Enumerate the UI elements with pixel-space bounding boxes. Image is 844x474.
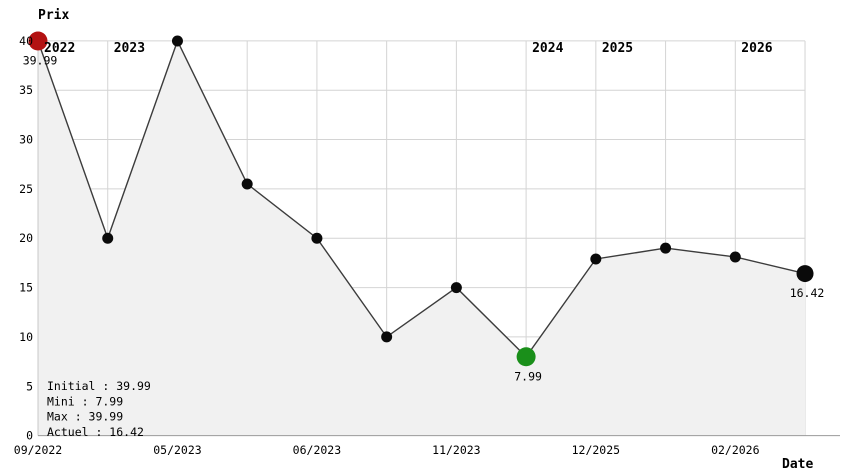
point-value-label: 7.99 [514, 369, 542, 383]
data-point [311, 232, 323, 244]
data-point [450, 282, 462, 294]
data-point [729, 251, 741, 263]
data-point [171, 35, 183, 47]
x-tick-label: 12/2025 [572, 443, 620, 457]
x-tick-label: 06/2023 [293, 443, 342, 457]
data-point-min [516, 347, 536, 367]
y-tick-label: 0 [26, 429, 33, 443]
x-axis-title: Date [782, 457, 813, 472]
data-point [381, 331, 393, 343]
year-label: 2026 [741, 41, 772, 56]
year-label: 2024 [532, 41, 563, 56]
y-tick-label: 35 [19, 83, 33, 97]
year-label: 2023 [114, 41, 145, 56]
data-point [660, 242, 672, 254]
axis-layer [37, 40, 840, 437]
data-point-initial [28, 31, 48, 51]
year-label: 2025 [602, 41, 633, 56]
y-axis-title: Prix [38, 8, 69, 23]
data-point-current [796, 265, 814, 283]
legend-item: Max : 39.99 [47, 410, 123, 424]
data-point [590, 253, 602, 265]
price-line [37, 39, 806, 358]
area-layer [38, 40, 806, 436]
legend-item: Actuel : 16.42 [47, 425, 144, 439]
y-tick-label: 25 [19, 182, 33, 196]
y-tick-label: 30 [19, 133, 33, 147]
series-layer [28, 31, 814, 367]
x-tick-label: 05/2023 [153, 443, 202, 457]
y-tick-label: 40 [19, 34, 33, 48]
data-point [241, 178, 253, 190]
point-value-label: 16.42 [790, 286, 825, 300]
y-tick-label: 20 [19, 231, 33, 245]
y-tick-label: 15 [19, 281, 33, 295]
legend-item: Initial : 39.99 [47, 379, 151, 393]
legend-item: Mini : 7.99 [47, 394, 123, 408]
x-tick-label: 11/2023 [432, 443, 481, 457]
y-tick-label: 5 [26, 379, 33, 393]
area-fill [38, 40, 806, 436]
x-tick-label: 09/2022 [14, 443, 62, 457]
year-label: 2022 [44, 41, 75, 56]
data-point [102, 232, 114, 244]
point-value-label: 39.99 [23, 53, 58, 67]
x-tick-label: 02/2026 [711, 443, 760, 457]
y-tick-label: 10 [19, 330, 33, 344]
